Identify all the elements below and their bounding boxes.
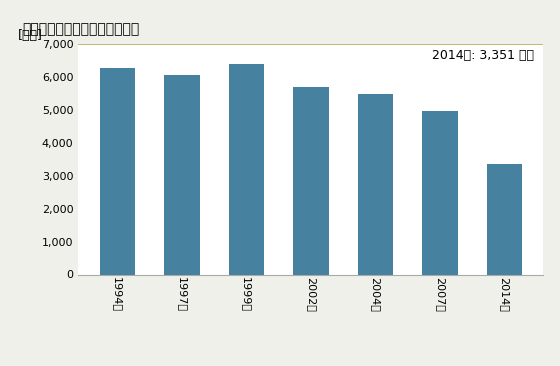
Bar <box>100 68 135 274</box>
Text: [店舗]: [店舗] <box>18 29 43 42</box>
Text: 2014年: 3,351 店舗: 2014年: 3,351 店舗 <box>432 49 534 61</box>
Bar <box>293 87 329 274</box>
Bar <box>358 94 393 274</box>
Bar <box>487 164 522 274</box>
Bar <box>164 75 199 274</box>
Text: その他の小売業の店舗数の推移: その他の小売業の店舗数の推移 <box>22 22 140 36</box>
Bar <box>422 111 458 274</box>
Bar <box>228 64 264 274</box>
